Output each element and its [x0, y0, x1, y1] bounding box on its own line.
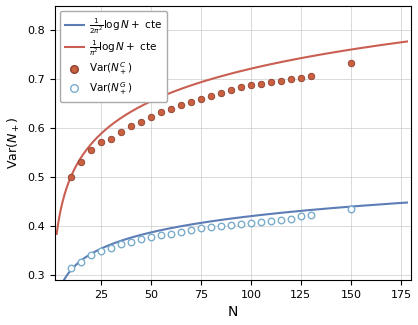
Point	[107, 136, 114, 142]
Point	[187, 227, 194, 232]
Point	[197, 226, 204, 231]
Point	[207, 224, 214, 229]
Point	[247, 83, 254, 88]
Point	[278, 217, 284, 222]
Point	[77, 259, 84, 264]
Point	[298, 75, 304, 81]
Point	[298, 214, 304, 219]
Legend: $\frac{1}{2\pi^2}\log N+ $ cte, $\frac{1}{\pi^2}\log N+ $ cte, Var$(N_+^C)$, Var: $\frac{1}{2\pi^2}\log N+ $ cte, $\frac{1…	[60, 11, 167, 102]
Point	[158, 110, 164, 115]
Point	[148, 234, 154, 240]
Point	[127, 239, 134, 244]
Point	[278, 78, 284, 83]
Point	[67, 174, 74, 179]
Point	[67, 265, 74, 270]
Point	[168, 231, 174, 236]
Point	[257, 219, 264, 224]
Point	[178, 102, 184, 107]
Point	[217, 223, 224, 228]
Point	[237, 221, 244, 227]
Point	[227, 222, 234, 227]
Point	[117, 241, 124, 246]
Point	[197, 96, 204, 101]
Point	[77, 160, 84, 165]
Point	[288, 216, 294, 221]
Point	[268, 218, 274, 223]
Point	[158, 232, 164, 238]
Point	[178, 229, 184, 234]
Point	[217, 90, 224, 96]
Point	[168, 106, 174, 111]
Point	[207, 94, 214, 99]
Point	[138, 119, 144, 124]
Point	[138, 237, 144, 242]
Point	[308, 73, 314, 79]
Point	[87, 148, 94, 153]
Point	[87, 252, 94, 257]
Point	[148, 115, 154, 120]
Point	[288, 76, 294, 82]
Point	[97, 248, 104, 254]
X-axis label: N: N	[228, 306, 238, 319]
Point	[117, 129, 124, 135]
Y-axis label: Var$(N_+)$: Var$(N_+)$	[5, 117, 22, 169]
Point	[348, 206, 354, 211]
Point	[227, 87, 234, 93]
Point	[237, 85, 244, 90]
Point	[107, 245, 114, 250]
Point	[308, 213, 314, 218]
Point	[348, 60, 354, 66]
Point	[247, 220, 254, 226]
Point	[127, 123, 134, 128]
Point	[97, 139, 104, 145]
Point	[268, 79, 274, 84]
Point	[257, 81, 264, 86]
Point	[187, 99, 194, 104]
